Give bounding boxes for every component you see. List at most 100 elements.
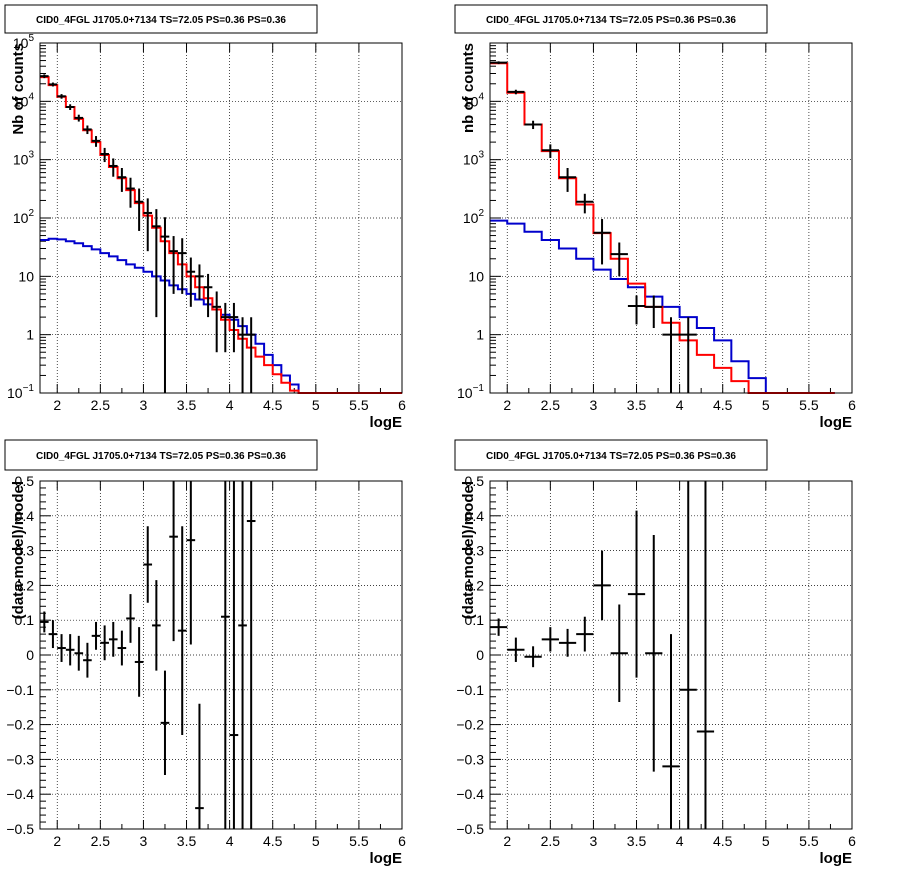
y-tick-label: 103 bbox=[463, 150, 485, 168]
x-tick-label: 5.5 bbox=[799, 833, 819, 849]
x-tick-label: 5 bbox=[762, 833, 770, 849]
x-tick-label: 3 bbox=[590, 397, 598, 413]
x-tick-label: 2 bbox=[503, 833, 511, 849]
y-tick-label-base: 10 bbox=[457, 385, 473, 401]
y-tick-label: 103 bbox=[13, 150, 35, 168]
x-tick-label: 5 bbox=[312, 833, 320, 849]
x-tick-label: 4.5 bbox=[263, 397, 283, 413]
y-tick-label: 0.4 bbox=[15, 508, 35, 524]
y-tick-label-exponent: 3 bbox=[478, 150, 484, 161]
y-tick-label: 0.1 bbox=[15, 612, 35, 628]
y-tick-label-base: 10 bbox=[468, 268, 484, 284]
y-tick-label-base: 10 bbox=[463, 210, 479, 226]
x-axis-label: logE bbox=[370, 414, 403, 431]
x-tick-label: 2.5 bbox=[91, 397, 111, 413]
x-tick-label: 5 bbox=[762, 397, 770, 413]
plot-frame bbox=[39, 42, 403, 394]
chart-title: CID0_4FGL J1705.0+7134 TS=72.05 PS=0.36 … bbox=[36, 451, 286, 462]
x-axis-label: logE bbox=[370, 850, 403, 867]
x-tick-label: 4.5 bbox=[713, 833, 733, 849]
x-tick-label: 4 bbox=[676, 397, 684, 413]
x-tick-label: 3.5 bbox=[177, 833, 197, 849]
y-tick-label-base: 10 bbox=[13, 210, 29, 226]
chart-title: CID0_4FGL J1705.0+7134 TS=72.05 PS=0.36 … bbox=[486, 15, 736, 26]
chart-title-box bbox=[454, 4, 768, 34]
y-tick-label: 102 bbox=[463, 208, 485, 226]
y-tick-label-base: 10 bbox=[7, 385, 23, 401]
plot-frame bbox=[39, 480, 403, 830]
y-tick-label-exponent: 3 bbox=[28, 150, 34, 161]
x-tick-label: 6 bbox=[848, 397, 856, 413]
y-tick-label-base: 10 bbox=[13, 35, 29, 51]
y-axis-label: (data-model)/model bbox=[460, 481, 477, 619]
x-tick-label: 3 bbox=[590, 833, 598, 849]
plot-frame bbox=[489, 42, 853, 394]
y-tick-label-base: 1 bbox=[26, 327, 34, 343]
x-tick-label: 6 bbox=[848, 833, 856, 849]
y-tick-label: 102 bbox=[13, 208, 35, 226]
y-axis-label: nb of counts bbox=[460, 43, 477, 133]
x-tick-label: 4 bbox=[226, 397, 234, 413]
y-tick-label: −0.1 bbox=[456, 682, 484, 698]
y-tick-label: −0.3 bbox=[456, 751, 484, 767]
x-tick-label: 3.5 bbox=[177, 397, 197, 413]
y-tick-label: 0.2 bbox=[15, 577, 35, 593]
y-tick-label-base: 10 bbox=[463, 93, 479, 109]
y-tick-label: −0.4 bbox=[6, 786, 34, 802]
chart-panel-3: CID0_4FGL J1705.0+7134 TS=72.05 PS=0.36 … bbox=[4, 439, 406, 867]
y-tick-label: 0.3 bbox=[465, 543, 485, 559]
chart-title: CID0_4FGL J1705.0+7134 TS=72.05 PS=0.36 … bbox=[486, 451, 736, 462]
y-tick-label-base: 10 bbox=[13, 152, 29, 168]
y-tick-label: 1 bbox=[26, 327, 34, 343]
y-tick-label-exponent: 4 bbox=[478, 91, 484, 102]
y-tick-label: 0.1 bbox=[465, 612, 485, 628]
model-histogram-line bbox=[40, 76, 402, 394]
y-tick-label-base: 1 bbox=[476, 327, 484, 343]
y-tick-label: −0.1 bbox=[6, 682, 34, 698]
x-tick-label: 3.5 bbox=[627, 833, 647, 849]
y-tick-label: 1 bbox=[476, 327, 484, 343]
chart-title-box bbox=[454, 439, 768, 471]
y-tick-label: −0.3 bbox=[6, 751, 34, 767]
y-tick-label: −0.2 bbox=[6, 717, 34, 733]
x-tick-label: 6 bbox=[398, 397, 406, 413]
y-tick-label: 104 bbox=[463, 91, 485, 109]
x-tick-label: 4 bbox=[226, 833, 234, 849]
y-tick-label: 0 bbox=[26, 647, 34, 663]
y-tick-label: 0.2 bbox=[465, 577, 485, 593]
y-tick-label-exponent: 4 bbox=[28, 91, 34, 102]
chart-title-box bbox=[4, 4, 318, 34]
y-tick-label-exponent: 2 bbox=[478, 208, 484, 219]
x-tick-label: 2 bbox=[53, 397, 61, 413]
y-axis-label: Nb of counts bbox=[10, 43, 27, 135]
y-tick-label: −0.4 bbox=[456, 786, 484, 802]
x-tick-label: 5.5 bbox=[349, 833, 369, 849]
y-tick-label-exponent: −1 bbox=[473, 383, 485, 394]
x-tick-label: 5 bbox=[312, 397, 320, 413]
y-tick-label: 0.4 bbox=[465, 508, 485, 524]
y-tick-label-exponent: 2 bbox=[28, 208, 34, 219]
x-tick-label: 4 bbox=[676, 833, 684, 849]
chart-panel-2: CID0_4FGL J1705.0+7134 TS=72.05 PS=0.36 … bbox=[454, 4, 856, 431]
x-tick-label: 2.5 bbox=[541, 833, 561, 849]
y-tick-label: −0.5 bbox=[6, 821, 34, 837]
y-tick-label: 105 bbox=[13, 33, 35, 51]
x-tick-label: 4.5 bbox=[713, 397, 733, 413]
x-tick-label: 2 bbox=[503, 397, 511, 413]
y-tick-label: 0.5 bbox=[465, 473, 485, 489]
x-tick-label: 3 bbox=[140, 397, 148, 413]
chart-title-box bbox=[4, 439, 318, 471]
chart-title: CID0_4FGL J1705.0+7134 TS=72.05 PS=0.36 … bbox=[36, 15, 286, 26]
y-tick-label-exponent: −1 bbox=[23, 383, 35, 394]
y-tick-label: 0.5 bbox=[15, 473, 35, 489]
y-tick-label: −0.2 bbox=[456, 717, 484, 733]
x-axis-label: logE bbox=[820, 850, 853, 867]
chart-panel-4: CID0_4FGL J1705.0+7134 TS=72.05 PS=0.36 … bbox=[454, 439, 856, 867]
y-tick-label: 0 bbox=[476, 647, 484, 663]
x-tick-label: 2 bbox=[53, 833, 61, 849]
y-tick-label-base: 10 bbox=[13, 93, 29, 109]
y-tick-label: 104 bbox=[13, 91, 35, 109]
x-tick-label: 2.5 bbox=[541, 397, 561, 413]
y-tick-label-exponent: 5 bbox=[28, 33, 34, 44]
